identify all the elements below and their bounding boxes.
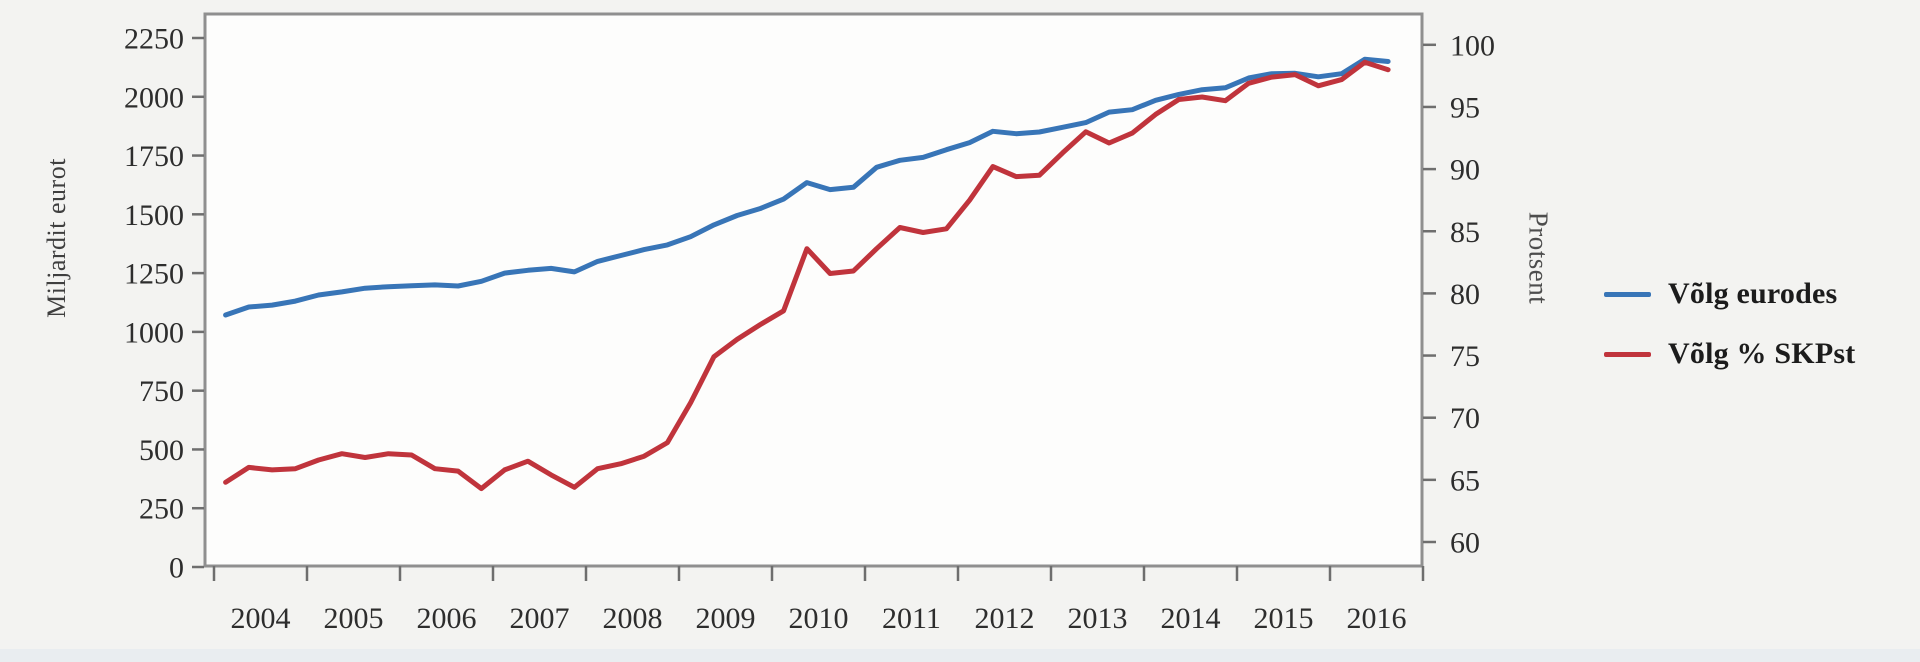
legend-label-volg-eurodes: Võlg eurodes (1668, 277, 1838, 310)
left-axis-tick-label: 2000 (124, 81, 184, 114)
legend: Võlg eurodes Võlg % SKPst (1604, 276, 1855, 372)
right-axis: 60 65 70 75 80 85 90 95 100 (1423, 29, 1495, 560)
left-axis-tick-label: 1500 (124, 199, 184, 232)
x-axis-year-label: 2012 (975, 602, 1035, 635)
x-axis-year-label: 2006 (417, 602, 477, 635)
x-axis-year-label: 2010 (789, 602, 849, 635)
x-axis-year-label: 2005 (324, 602, 384, 635)
right-axis-tick-label: 95 (1450, 91, 1480, 124)
legend-label-volg-skpst: Võlg % SKPst (1668, 337, 1856, 370)
legend-item-volg-eurodes: Võlg eurodes (1604, 276, 1855, 312)
x-axis-year-label: 2015 (1254, 602, 1314, 635)
left-axis: 0 250 500 750 1000 1250 1500 1750 2000 2250 (124, 23, 204, 585)
series-line-volg-skpst (223, 59, 1391, 492)
right-axis-tick-label: 85 (1450, 216, 1480, 249)
x-axis-year-label: 2004 (231, 602, 291, 635)
x-axis-year-label: 2011 (882, 602, 941, 635)
legend-line-blue-icon (1604, 291, 1651, 297)
right-axis-tick-label: 90 (1450, 154, 1480, 187)
right-axis-tick-label: 80 (1450, 278, 1480, 311)
right-axis-title: Protsent (1523, 211, 1554, 305)
x-axis: 2004 2005 2006 2007 2008 2009 2010 2011 2012 2013… (212, 566, 1425, 635)
x-axis-year-label: 2016 (1347, 602, 1407, 635)
x-axis-year-label: 2008 (603, 602, 663, 635)
x-axis-year-label: 2007 (510, 602, 570, 635)
left-axis-tick-label: 750 (139, 375, 184, 408)
left-axis-title: Miljardit eurot (42, 158, 71, 318)
series-line-volg-eurodes (223, 56, 1391, 318)
x-axis-year-label: 2009 (696, 602, 756, 635)
right-axis-tick-label: 100 (1450, 29, 1495, 62)
x-axis-year-label: 2013 (1068, 602, 1128, 635)
left-axis-tick-label: 2250 (124, 23, 184, 56)
left-axis-tick-label: 1750 (124, 140, 184, 173)
page-bottom-strip (0, 649, 1920, 662)
right-axis-tick-label: 65 (1450, 464, 1480, 497)
right-axis-tick-label: 60 (1450, 527, 1480, 560)
right-axis-tick-label: 75 (1450, 340, 1480, 373)
x-axis-year-label: 2014 (1161, 602, 1221, 635)
left-axis-tick-label: 1000 (124, 316, 184, 349)
right-axis-tick-label: 70 (1450, 402, 1480, 435)
legend-line-red-icon (1604, 351, 1651, 357)
left-axis-tick-label: 1250 (124, 258, 184, 291)
left-axis-tick-label: 500 (139, 434, 184, 467)
plot-area (203, 12, 1424, 568)
legend-item-volg-skpst: Võlg % SKPst (1604, 336, 1855, 372)
left-axis-tick-label: 250 (139, 493, 184, 526)
left-axis-tick-label: 0 (169, 552, 184, 585)
